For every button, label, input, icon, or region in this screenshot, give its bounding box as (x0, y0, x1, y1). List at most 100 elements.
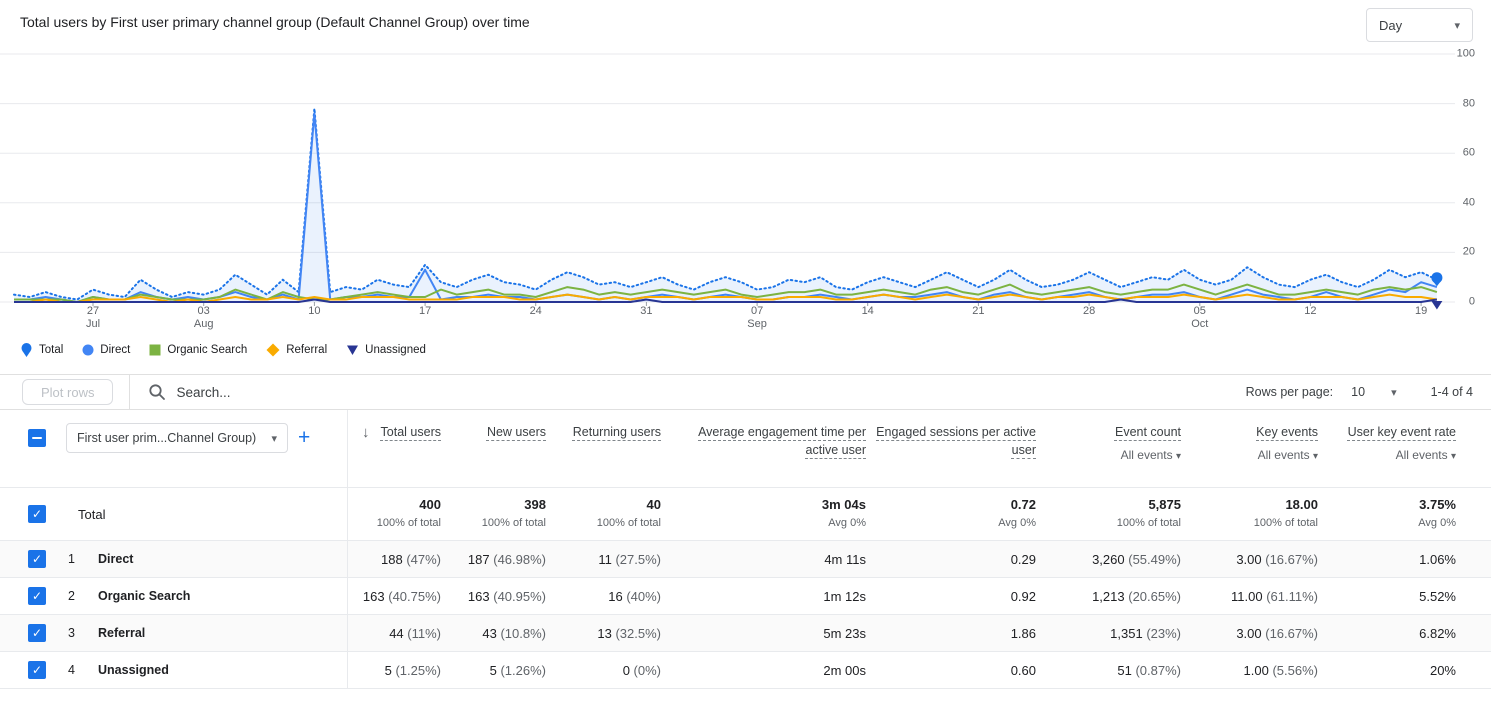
metric-share: (10.8%) (500, 625, 546, 641)
x-axis-label: 24 (529, 305, 542, 317)
column-header[interactable]: Returning users (546, 423, 661, 487)
column-filter-dropdown[interactable]: All events ▾ (1257, 448, 1318, 462)
granularity-select[interactable]: Day ▾ (1366, 8, 1473, 42)
metric-cell: 6.82% (1318, 626, 1456, 641)
x-axis-label: 21 (972, 305, 985, 317)
column-header-label: Event count (1114, 425, 1181, 439)
metric-share: (16.67%) (1265, 551, 1318, 567)
plot-rows-button[interactable]: Plot rows (22, 379, 114, 405)
metric-cell: 5.52% (1318, 589, 1456, 604)
dimension-dropdown-label: First user prim...Channel Group) (77, 431, 257, 445)
dimension-dropdown[interactable]: First user prim...Channel Group) ▾ (66, 423, 288, 453)
legend-diamond-icon (266, 343, 280, 357)
x-axis-label: 07 Sep (747, 305, 767, 330)
pagination-range: 1-4 of 4 (1430, 385, 1473, 399)
metric-value: 0 (622, 662, 630, 678)
metric-value: 5m 23s (823, 625, 866, 641)
metric-cell: 187 (46.98%) (441, 552, 546, 567)
metric-share: (27.5%) (615, 551, 661, 567)
metric-share: (20.65%) (1128, 588, 1181, 604)
metric-cell: 5m 23s (661, 626, 866, 641)
column-header-label: Engaged sessions per active user (876, 425, 1036, 457)
metric-value: 0.60 (1010, 662, 1036, 678)
select-all-checkbox[interactable] (28, 429, 46, 447)
x-axis-label: 28 (1082, 305, 1096, 317)
metric-share: (46.98%) (493, 551, 546, 567)
series-line (13, 107, 1438, 301)
metric-share: (5.56%) (1272, 662, 1318, 678)
channel-label: Referral (98, 626, 146, 640)
y-axis-label: 100 (1456, 47, 1475, 60)
metric-value: 5,875 (1148, 497, 1181, 512)
metric-value: 16 (608, 588, 623, 604)
metric-value: 1.86 (1010, 625, 1036, 641)
legend-item: Direct (82, 344, 130, 356)
metric-value: 51 (1117, 662, 1132, 678)
x-axis: 27 Jul 03 Aug 10 17 24 31 07 Sep 14 21 28 05 Oct 12 19 (0, 305, 1491, 335)
row-checkbox[interactable]: ✓ (28, 550, 46, 568)
column-header[interactable]: ↓ Total users (348, 423, 441, 487)
search-input[interactable] (176, 384, 597, 400)
row-checkbox[interactable]: ✓ (28, 661, 46, 679)
x-axis-label: 03 Aug (193, 305, 214, 330)
metric-cell: 0.60 (866, 663, 1036, 678)
column-header[interactable]: Event count All events ▾ (1036, 423, 1181, 487)
column-header[interactable]: New users (441, 423, 546, 487)
metric-value: 20% (1429, 662, 1456, 678)
latest-value-triangle-icon (1431, 301, 1443, 310)
add-dimension-button[interactable]: + (298, 426, 311, 449)
column-filter-dropdown[interactable]: All events ▾ (1395, 448, 1456, 462)
table-toolbar: Plot rows Rows per page: 10 ▾ 1-4 of 4 (0, 374, 1491, 410)
rows-per-page-select[interactable]: 10 (1351, 385, 1366, 399)
metric-cell: 1.86 (866, 626, 1036, 641)
metric-subtext: Avg 0% (828, 517, 866, 529)
x-axis-label: 10 (308, 305, 321, 317)
row-checkbox[interactable]: ✓ (28, 505, 46, 523)
row-checkbox[interactable]: ✓ (28, 587, 46, 605)
metric-value: 6.82% (1419, 625, 1456, 641)
total-row-label: Total (78, 506, 106, 522)
metric-share: (0%) (633, 662, 661, 678)
x-axis-label: 27 Jul (85, 305, 101, 330)
column-header[interactable]: User key event rate All events ▾ (1318, 423, 1456, 487)
legend-label: Total (39, 344, 64, 356)
metric-cell: 5 (1.26%) (441, 663, 546, 678)
y-axis-label: 40 (1462, 196, 1475, 209)
series-line (14, 283, 1438, 303)
granularity-value: Day (1379, 17, 1403, 33)
column-header-label: Total users (380, 425, 441, 439)
legend-circle-icon (82, 344, 94, 356)
column-header[interactable]: Key events All events ▾ (1181, 423, 1318, 487)
chevron-down-icon[interactable]: ▾ (1391, 386, 1397, 399)
legend-label: Direct (100, 344, 131, 356)
report-header: Total users by First user primary channe… (0, 0, 1491, 42)
metric-subtext: 100% of total (1116, 517, 1181, 529)
metric-share: (55.49%) (1128, 551, 1181, 567)
legend-label: Unassigned (365, 344, 426, 356)
column-filter-dropdown[interactable]: All events ▾ (1120, 448, 1181, 462)
row-checkbox[interactable]: ✓ (28, 624, 46, 642)
chevron-down-icon: ▾ (1312, 451, 1318, 462)
legend-item: Unassigned (346, 344, 426, 356)
metric-cell: 1,213 (20.65%) (1036, 589, 1181, 604)
metric-value: 5 (489, 662, 497, 678)
metric-value: 163 (362, 588, 385, 604)
metric-value: 11 (598, 551, 612, 567)
column-header[interactable]: Average engagement time per active user (661, 423, 866, 487)
metric-value: 1.06% (1419, 551, 1456, 567)
table-row: ✓ 2 Organic Search 163 (40.75%) 163 (40.95%)… (0, 578, 1491, 615)
metric-subtext: 100% of total (481, 517, 546, 529)
sort-descending-icon: ↓ (362, 424, 370, 441)
metric-cell: 188 (47%) (348, 552, 441, 567)
channel-label: Direct (98, 552, 134, 566)
metric-cell: 4m 11s (661, 552, 866, 567)
metric-value: 400 (419, 497, 441, 512)
y-axis-label: 60 (1462, 146, 1475, 159)
metric-subtext: Avg 0% (998, 517, 1036, 529)
metric-share: (1.25%) (395, 662, 441, 678)
metric-cell: 3.00 (16.67%) (1181, 626, 1318, 641)
metric-subtext: 100% of total (1253, 517, 1318, 529)
column-header[interactable]: Engaged sessions per active user (866, 423, 1036, 487)
page-title: Total users by First user primary channe… (20, 14, 530, 30)
